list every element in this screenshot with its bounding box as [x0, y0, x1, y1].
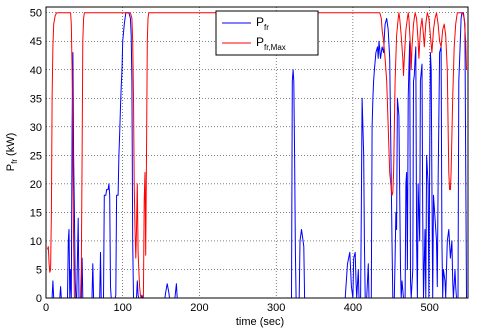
x-tick-label: 0 [43, 302, 49, 314]
y-axis-label: Pfr (kW) [5, 133, 19, 172]
y-tick-label: 5 [36, 264, 42, 276]
legend: Pfr Pfr,Max [215, 10, 319, 56]
series-lines [46, 12, 468, 299]
x-tick-label: 300 [267, 302, 285, 314]
tick-labels: 0 100 200 300 400 500 0 5 10 15 20 25 30 35 40 45 50 [30, 8, 439, 314]
y-tick-label: 20 [30, 179, 42, 191]
series-line-pfr-max [47, 12, 467, 299]
legend-label-pfr-main: P [256, 15, 264, 29]
plot-frame [45, 6, 469, 299]
x-tick-label: 400 [344, 302, 362, 314]
y-tick-label: 30 [30, 122, 42, 134]
legend-label-pfrmax: Pfr,Max [256, 35, 286, 52]
y-axis-label-sub: fr [10, 159, 19, 164]
legend-label-pfrmax-main: P [256, 35, 264, 49]
x-tick-label: 100 [114, 302, 132, 314]
y-tick-label: 45 [30, 36, 42, 48]
x-axis-label: time (sec) [236, 316, 284, 328]
y-tick-label: 0 [36, 293, 42, 305]
legend-label-pfrmax-sub: fr,Max [264, 43, 286, 52]
legend-box [215, 10, 319, 56]
y-tick-label: 35 [30, 93, 42, 105]
y-tick-label: 40 [30, 65, 42, 77]
y-axis-label-unit: (kW) [5, 133, 17, 159]
x-tick-label: 500 [420, 302, 438, 314]
y-tick-label: 25 [30, 150, 42, 162]
y-axis-label-main: P [5, 164, 17, 171]
legend-label-pfr: Pfr [256, 15, 269, 32]
legend-label-pfr-sub: fr [264, 23, 269, 32]
series-line-pfr [46, 12, 468, 299]
y-tick-label: 10 [30, 236, 42, 248]
x-tick-label: 200 [190, 302, 208, 314]
y-tick-label: 50 [30, 8, 42, 20]
y-tick-label: 15 [30, 207, 42, 219]
